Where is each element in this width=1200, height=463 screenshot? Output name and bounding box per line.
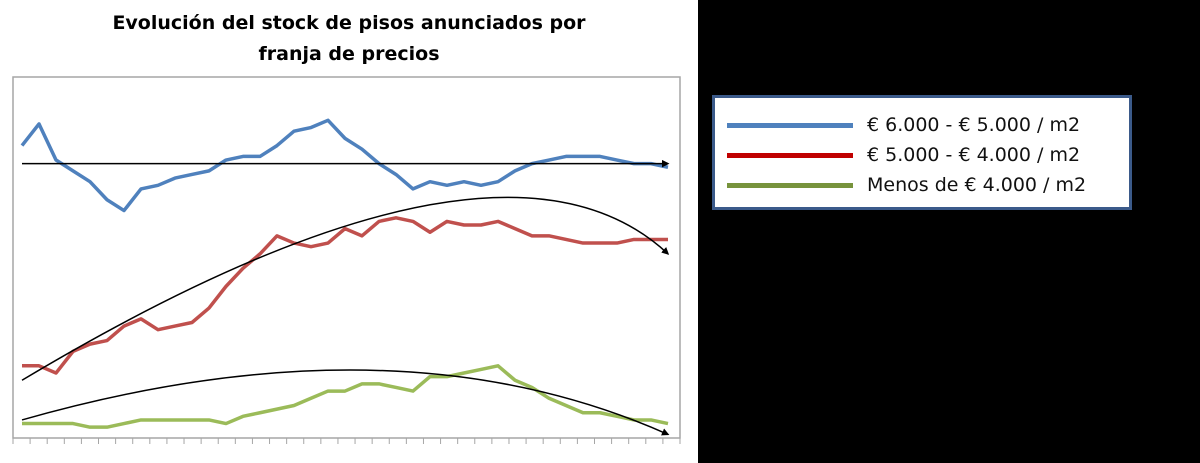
legend-swatch-green-line-icon [727,182,853,188]
plot-area [12,76,681,444]
series-line-2 [22,364,669,429]
legend-item-high: € 6.000 - € 5.000 / m2 [727,110,1080,140]
chart-title-line-2: franja de precios [258,43,440,65]
legend-swatch-red-line-icon [727,152,853,158]
chart-title: Evolución del stock de pisos anunciados … [0,8,698,70]
legend-label: € 5.000 - € 4.000 / m2 [867,144,1081,166]
plot-frame [12,76,681,439]
trendline-arrow-2 [21,369,670,436]
legend-label: € 6.000 - € 5.000 / m2 [867,114,1081,136]
legend-swatch-blue-line-icon [727,122,853,128]
legend: € 6.000 - € 5.000 / m2 € 5.000 - € 4.000… [712,95,1132,210]
legend-label: Menos de € 4.000 / m2 [867,174,1087,196]
series-line-0 [20,118,669,213]
chart-title-line-1: Evolución del stock de pisos anunciados … [112,12,586,34]
legend-item-mid: € 5.000 - € 4.000 / m2 [727,140,1080,170]
chart-panel: Evolución del stock de pisos anunciados … [0,0,698,463]
trendline-arrow-1 [21,196,670,381]
legend-item-low: Menos de € 4.000 / m2 [727,170,1086,200]
series-line-1 [22,216,668,375]
